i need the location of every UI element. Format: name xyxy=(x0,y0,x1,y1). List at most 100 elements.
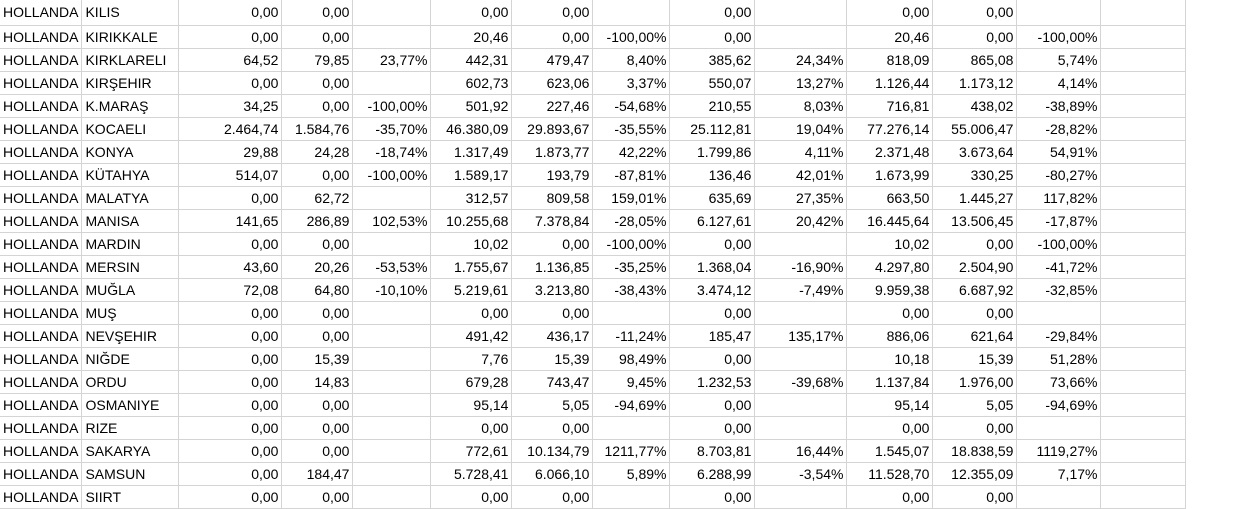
table-cell[interactable]: 1119,27% xyxy=(1016,439,1102,463)
table-cell[interactable]: -100,00% xyxy=(592,25,671,49)
table-cell[interactable]: 0,00 xyxy=(932,0,1018,26)
table-cell[interactable]: 1.545,07 xyxy=(846,439,934,463)
table-cell[interactable]: 10,02 xyxy=(430,232,513,256)
table-cell[interactable]: 5.219,61 xyxy=(430,278,513,302)
table-cell[interactable]: 886,06 xyxy=(846,324,934,348)
table-cell[interactable]: 0,00 xyxy=(178,347,283,371)
table-cell[interactable]: 0,00 xyxy=(178,462,283,486)
table-cell[interactable]: KONYA xyxy=(81,140,180,164)
table-cell[interactable]: 0,00 xyxy=(281,439,354,463)
table-cell[interactable] xyxy=(352,71,432,95)
table-cell[interactable]: 1.136,85 xyxy=(511,255,594,279)
table-cell[interactable]: 0,00 xyxy=(178,393,283,417)
table-cell[interactable]: 635,69 xyxy=(669,186,756,210)
table-cell[interactable]: 184,47 xyxy=(281,462,354,486)
table-cell[interactable]: -38,43% xyxy=(592,278,671,302)
table-cell[interactable]: 159,01% xyxy=(592,186,671,210)
table-cell[interactable]: 43,60 xyxy=(178,255,283,279)
table-cell[interactable]: 3.474,12 xyxy=(669,278,756,302)
table-cell[interactable]: 64,52 xyxy=(178,48,283,72)
table-cell[interactable] xyxy=(1100,140,1187,164)
table-cell[interactable]: 550,07 xyxy=(669,71,756,95)
table-cell[interactable]: 385,62 xyxy=(669,48,756,72)
table-cell[interactable] xyxy=(352,232,432,256)
table-cell[interactable] xyxy=(1100,117,1187,141)
table-cell[interactable]: 2.464,74 xyxy=(178,117,283,141)
table-cell[interactable]: 135,17% xyxy=(754,324,848,348)
table-cell[interactable]: 24,28 xyxy=(281,140,354,164)
table-cell[interactable]: 0,00 xyxy=(281,94,354,118)
table-cell[interactable]: -11,24% xyxy=(592,324,671,348)
table-cell[interactable] xyxy=(352,485,432,509)
table-cell[interactable] xyxy=(352,439,432,463)
table-cell[interactable]: 15,39 xyxy=(511,347,594,371)
table-cell[interactable]: 54,91% xyxy=(1016,140,1102,164)
table-cell[interactable]: 95,14 xyxy=(846,393,934,417)
table-cell[interactable]: 7,17% xyxy=(1016,462,1102,486)
table-cell[interactable]: 312,57 xyxy=(430,186,513,210)
table-cell[interactable]: 2.371,48 xyxy=(846,140,934,164)
table-cell[interactable]: 0,00 xyxy=(281,301,354,325)
table-cell[interactable]: 0,00 xyxy=(178,25,283,49)
table-cell[interactable] xyxy=(592,301,671,325)
table-cell[interactable]: 0,00 xyxy=(281,0,354,26)
table-cell[interactable]: 1.584,76 xyxy=(281,117,354,141)
table-cell[interactable]: 1.799,86 xyxy=(669,140,756,164)
table-cell[interactable] xyxy=(352,462,432,486)
table-cell[interactable]: 1.368,04 xyxy=(669,255,756,279)
table-cell[interactable]: 436,17 xyxy=(511,324,594,348)
table-cell[interactable] xyxy=(1016,416,1102,440)
table-cell[interactable] xyxy=(1100,370,1187,394)
table-cell[interactable]: 62,72 xyxy=(281,186,354,210)
table-cell[interactable]: 0,00 xyxy=(669,347,756,371)
table-cell[interactable]: -7,49% xyxy=(754,278,848,302)
table-cell[interactable]: 29.893,67 xyxy=(511,117,594,141)
table-cell[interactable] xyxy=(754,416,848,440)
table-cell[interactable]: 27,35% xyxy=(754,186,848,210)
table-cell[interactable]: 1.126,44 xyxy=(846,71,934,95)
table-cell[interactable]: 10,02 xyxy=(846,232,934,256)
table-cell[interactable] xyxy=(592,416,671,440)
table-cell[interactable]: 1.873,77 xyxy=(511,140,594,164)
table-cell[interactable]: HOLLANDA xyxy=(0,347,83,371)
table-cell[interactable]: 1.137,84 xyxy=(846,370,934,394)
table-cell[interactable]: -35,55% xyxy=(592,117,671,141)
table-cell[interactable]: 0,00 xyxy=(932,301,1018,325)
table-cell[interactable]: -28,05% xyxy=(592,209,671,233)
table-cell[interactable]: HOLLANDA xyxy=(0,209,83,233)
table-cell[interactable]: HOLLANDA xyxy=(0,163,83,187)
table-cell[interactable]: 1.755,67 xyxy=(430,255,513,279)
table-cell[interactable] xyxy=(592,0,671,26)
table-cell[interactable]: HOLLANDA xyxy=(0,0,83,26)
table-cell[interactable] xyxy=(754,393,848,417)
table-cell[interactable]: 809,58 xyxy=(511,186,594,210)
table-cell[interactable]: 0,00 xyxy=(511,0,594,26)
table-cell[interactable]: 13,27% xyxy=(754,71,848,95)
table-cell[interactable] xyxy=(754,25,848,49)
table-cell[interactable] xyxy=(1100,278,1187,302)
table-cell[interactable]: ORDU xyxy=(81,370,180,394)
table-cell[interactable]: 743,47 xyxy=(511,370,594,394)
table-cell[interactable]: 10,18 xyxy=(846,347,934,371)
table-cell[interactable]: 0,00 xyxy=(178,439,283,463)
table-cell[interactable] xyxy=(1016,0,1102,26)
table-cell[interactable]: 0,00 xyxy=(178,324,283,348)
table-cell[interactable] xyxy=(1100,393,1187,417)
table-cell[interactable]: -18,74% xyxy=(352,140,432,164)
table-cell[interactable]: 865,08 xyxy=(932,48,1018,72)
table-cell[interactable] xyxy=(1100,186,1187,210)
table-cell[interactable]: -39,68% xyxy=(754,370,848,394)
table-cell[interactable]: 51,28% xyxy=(1016,347,1102,371)
table-cell[interactable]: 286,89 xyxy=(281,209,354,233)
table-cell[interactable]: 1.317,49 xyxy=(430,140,513,164)
table-cell[interactable]: 0,00 xyxy=(178,186,283,210)
table-cell[interactable] xyxy=(1100,347,1187,371)
table-cell[interactable]: 0,00 xyxy=(281,25,354,49)
table-cell[interactable]: HOLLANDA xyxy=(0,439,83,463)
table-cell[interactable]: MANISA xyxy=(81,209,180,233)
table-cell[interactable]: 8,40% xyxy=(592,48,671,72)
table-cell[interactable]: 1.589,17 xyxy=(430,163,513,187)
table-cell[interactable]: 0,00 xyxy=(932,25,1018,49)
table-cell[interactable]: -10,10% xyxy=(352,278,432,302)
table-cell[interactable]: MERSIN xyxy=(81,255,180,279)
